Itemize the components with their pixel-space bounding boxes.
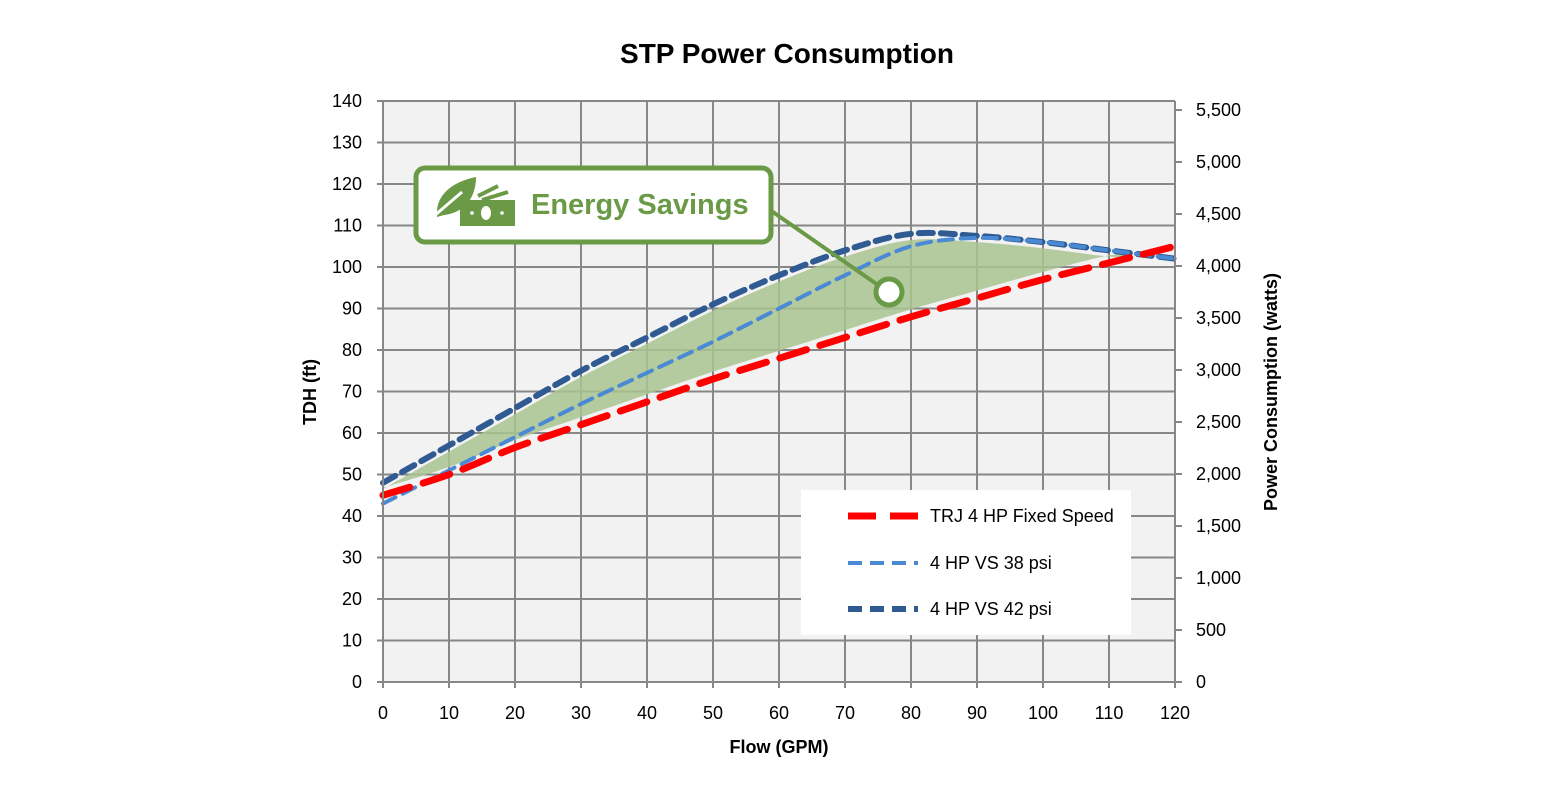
x-tick-label: 60 — [769, 703, 789, 723]
x-tick-label: 70 — [835, 703, 855, 723]
y-tick-label: 130 — [332, 133, 362, 153]
y2-tick-label: 5,500 — [1196, 100, 1241, 120]
x-tick-label: 0 — [378, 703, 388, 723]
x-tick-label: 40 — [637, 703, 657, 723]
y-tick-label: 140 — [332, 91, 362, 111]
y-tick-label: 80 — [342, 340, 362, 360]
x-tick-label: 90 — [967, 703, 987, 723]
y2-tick-label: 1,500 — [1196, 516, 1241, 536]
x-axis-label: Flow (GPM) — [730, 737, 829, 757]
y2-axis-label: Power Consumption (watts) — [1261, 273, 1281, 511]
series-line-2 — [380, 229, 1178, 486]
callout-text: Energy Savings — [531, 189, 749, 221]
x-tick-label: 110 — [1095, 703, 1124, 723]
y-axis-label: TDH (ft) — [300, 359, 320, 425]
y-tick-label: 100 — [332, 257, 362, 277]
y2-tick-label: 500 — [1196, 620, 1226, 640]
x-tick-label: 10 — [439, 703, 459, 723]
series-line-0 — [379, 242, 1179, 499]
callout-marker — [873, 276, 905, 308]
y-tick-label: 40 — [342, 506, 362, 526]
chart-title: STP Power Consumption — [620, 38, 954, 69]
y2-tick-label: 3,000 — [1196, 360, 1241, 380]
energy-savings-callout: Energy Savings — [413, 165, 905, 308]
y2-tick-label: 5,000 — [1196, 152, 1241, 172]
y-tick-label: 0 — [352, 672, 362, 692]
y-tick-label: 20 — [342, 589, 362, 609]
y-tick-label: 10 — [342, 631, 362, 651]
energy-savings-area — [383, 239, 1129, 490]
y-tick-label: 50 — [342, 465, 362, 485]
x-tick-label: 100 — [1028, 703, 1058, 723]
x-tick-label: 80 — [901, 703, 921, 723]
x-tick-label: 30 — [571, 703, 591, 723]
y2-tick-label: 3,500 — [1196, 308, 1241, 328]
legend-item-fixed: TRJ 4 HP Fixed Speed — [930, 506, 1114, 526]
y2-tick-label: 4,000 — [1196, 256, 1241, 276]
y2-tick-label: 1,000 — [1196, 568, 1241, 588]
x-tick-label: 20 — [505, 703, 525, 723]
y2-tick-label: 4,500 — [1196, 204, 1241, 224]
y2-tick-label: 2,000 — [1196, 464, 1241, 484]
x-tick-label: 120 — [1160, 703, 1190, 723]
legend: TRJ 4 HP Fixed Speed 4 HP VS 38 psi 4 HP… — [801, 490, 1131, 635]
legend-item-42psi: 4 HP VS 42 psi — [930, 599, 1052, 619]
x-tick-label: 50 — [703, 703, 723, 723]
leaf-money-icon — [433, 177, 515, 226]
legend-item-38psi: 4 HP VS 38 psi — [930, 553, 1052, 573]
series-line-1 — [381, 235, 1177, 506]
y2-tick-label: 2,500 — [1196, 412, 1241, 432]
y2-tick-label: 0 — [1196, 672, 1206, 692]
y-tick-label: 60 — [342, 423, 362, 443]
y-tick-label: 30 — [342, 548, 362, 568]
y-tick-label: 120 — [332, 174, 362, 194]
y-tick-label: 110 — [333, 216, 362, 236]
y-tick-label: 90 — [342, 299, 362, 319]
y-tick-label: 70 — [342, 382, 362, 402]
